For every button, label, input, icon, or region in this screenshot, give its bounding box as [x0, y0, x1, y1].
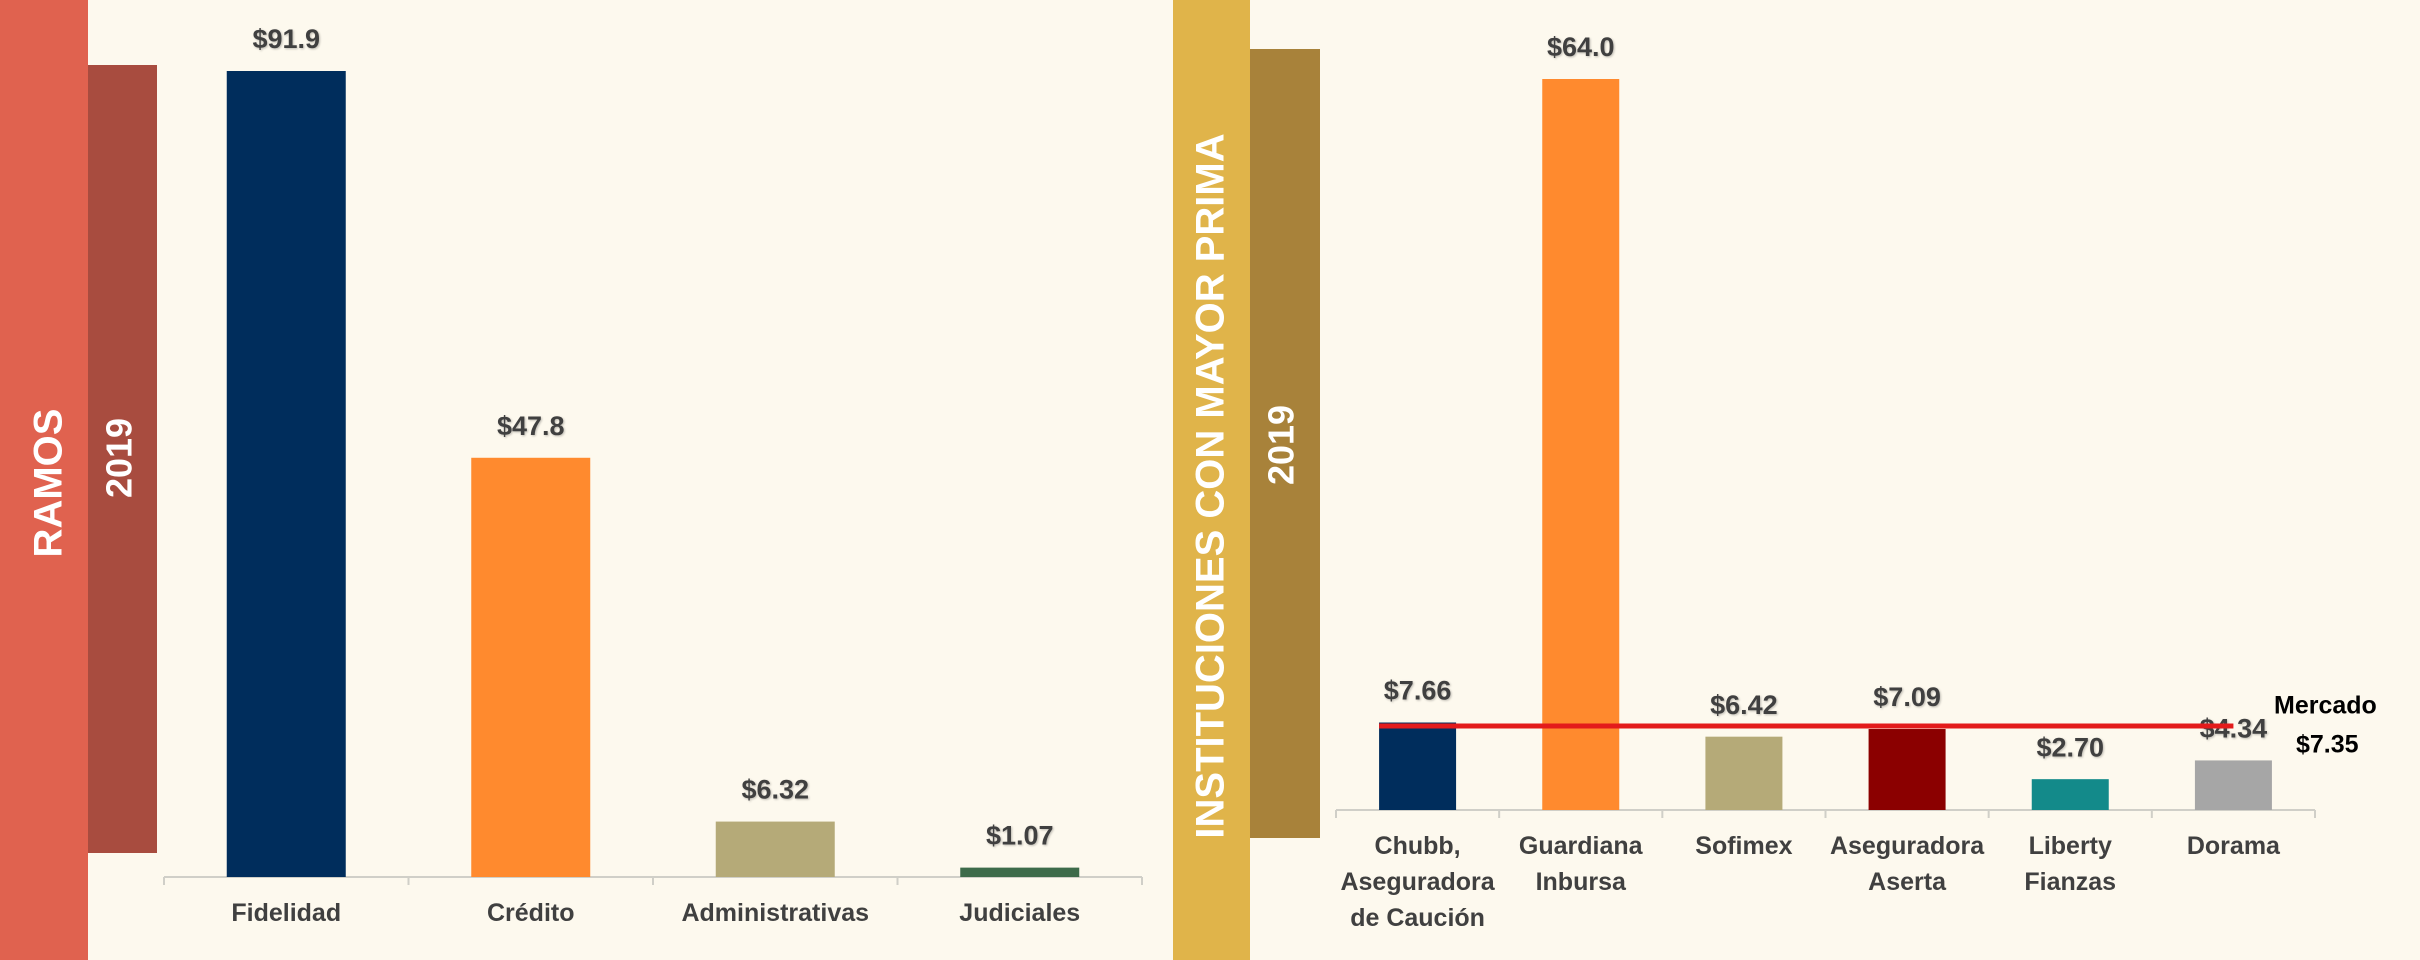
chart-subtitle: 2019 [1261, 405, 1302, 485]
bar [227, 71, 346, 877]
chart-title: INSTITUCIONES CON MAYOR PRIMA [1189, 133, 1233, 838]
value-label: $1.07 [986, 821, 1054, 851]
x-tick-label: Crédito [411, 895, 651, 931]
bar [2195, 760, 2272, 810]
chart-title: RAMOS [27, 409, 71, 558]
bar [1379, 723, 1456, 810]
value-label: $7.09 [1873, 682, 1941, 712]
annotation: $7.35 [2296, 731, 2359, 759]
value-label: $2.70 [2036, 732, 2104, 762]
x-tick-label: Dorama [2113, 828, 2353, 864]
value-label: $91.9 [252, 24, 320, 54]
bar [1869, 729, 1946, 810]
bar [2032, 779, 2109, 810]
annotation: Mercado [2274, 692, 2377, 720]
bar [1705, 737, 1782, 810]
value-label: $4.34 [2200, 714, 2268, 744]
x-tick-label: Fidelidad [166, 895, 406, 931]
charts: RAMOS 2019 INSTITUCIONES CON MAYOR PRIMA… [0, 0, 2420, 960]
value-label: $64.0 [1547, 32, 1615, 62]
chart-subtitle: 2019 [99, 418, 140, 498]
value-label: $6.32 [741, 775, 809, 805]
bar [960, 868, 1079, 877]
bar [471, 458, 590, 877]
value-label: $7.66 [1384, 676, 1452, 706]
x-tick-label: Administrativas [655, 895, 895, 931]
x-tick-label: Judiciales [900, 895, 1140, 931]
bar [716, 822, 835, 877]
page: RAMOS 2019 INSTITUCIONES CON MAYOR PRIMA… [0, 0, 2420, 960]
value-label: $6.42 [1710, 690, 1778, 720]
bar [1542, 79, 1619, 810]
value-label: $47.8 [497, 411, 565, 441]
